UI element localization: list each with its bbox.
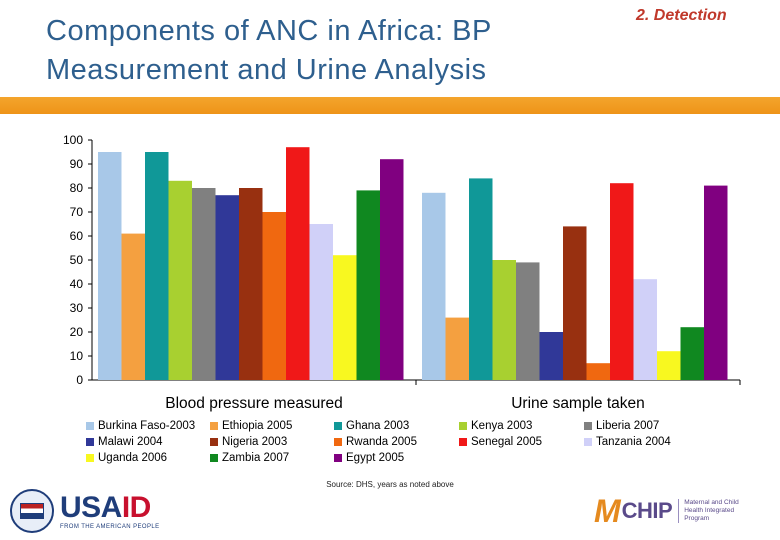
source-note: Source: DHS, years as noted above (326, 480, 454, 489)
legend-swatch (584, 421, 592, 430)
bar (192, 188, 216, 380)
y-tick-label: 100 (63, 133, 83, 147)
legend-item: Egypt 2005 (334, 450, 459, 465)
legend-swatch (334, 421, 342, 430)
legend-swatch (86, 437, 94, 446)
legend-label: Malawi 2004 (98, 435, 163, 448)
mchip-word: CHIP (621, 498, 673, 523)
legend-swatch (459, 421, 467, 430)
legend-label: Uganda 2006 (98, 451, 168, 464)
legend-swatch (210, 453, 218, 462)
title-line-2: Measurement and Urine Analysis (46, 54, 487, 86)
mchip-mark: M (594, 493, 621, 529)
legend-label: Ghana 2003 (346, 419, 410, 432)
bar (121, 233, 145, 380)
legend-label: Nigeria 2003 (222, 435, 288, 448)
bar (704, 185, 728, 380)
legend-label: Rwanda 2005 (346, 435, 417, 448)
bar (333, 255, 357, 380)
legend-swatch (334, 453, 342, 462)
legend-label: Liberia 2007 (596, 419, 660, 432)
chart-legend: Burkina Faso-2003 Ethiopia 2005 Ghana 2003… (86, 418, 726, 465)
usaid-word-id: ID (121, 490, 152, 524)
legend-swatch (210, 437, 218, 446)
legend-item: Rwanda 2005 (334, 434, 459, 449)
y-tick-label: 10 (70, 349, 84, 363)
usaid-seal-icon (10, 489, 54, 533)
legend-label: Egypt 2005 (346, 451, 405, 464)
legend-label: Zambia 2007 (222, 451, 290, 464)
y-tick-label: 60 (70, 229, 84, 243)
legend-item: Nigeria 2003 (210, 434, 334, 449)
legend-swatch (584, 437, 592, 446)
legend-item: Kenya 2003 (459, 418, 584, 433)
bar (98, 152, 122, 380)
bar (168, 180, 192, 380)
usaid-logo: USAID FROM THE AMERICAN PEOPLE (10, 488, 180, 534)
legend-swatch (334, 437, 342, 446)
bar (492, 260, 516, 380)
bar (145, 152, 169, 380)
legend-item: Burkina Faso-2003 (86, 418, 210, 433)
bar (380, 159, 404, 380)
bar (239, 188, 263, 380)
section-tag: 2. Detection (636, 7, 727, 24)
bar (657, 351, 681, 380)
x-category-label: Urine sample taken (511, 395, 645, 412)
y-tick-label: 0 (76, 373, 83, 387)
bar (286, 147, 310, 380)
legend-item: Ethiopia 2005 (210, 418, 334, 433)
mchip-tagline: Maternal and Child Health Integrated Pro… (678, 499, 756, 523)
legend-swatch (210, 421, 218, 430)
bar-chart: 0 10 20 30 40 50 60 70 80 90 100 Blood pressure mea… (63, 133, 741, 412)
accent-rule (0, 97, 780, 114)
bar (610, 183, 634, 380)
bar (309, 224, 333, 380)
legend-label: Senegal 2005 (471, 435, 542, 448)
bar (516, 262, 540, 380)
page-title: Components of ANC in Africa: BP Measurem… (46, 12, 616, 90)
y-tick-label: 90 (70, 157, 84, 171)
bar (469, 178, 493, 380)
y-tick-label: 50 (70, 253, 84, 267)
bar (563, 226, 587, 380)
legend-item: Liberia 2007 (584, 418, 714, 433)
legend-label: Tanzania 2004 (596, 435, 671, 448)
bar (539, 332, 563, 380)
y-tick-label: 40 (70, 277, 84, 291)
bar (422, 192, 446, 380)
legend-label: Burkina Faso-2003 (98, 419, 196, 432)
bar (262, 212, 286, 380)
mchip-logo: M CHIP Maternal and Child Health Integra… (594, 490, 774, 532)
bar (680, 327, 704, 380)
x-category-label: Blood pressure measured (165, 395, 343, 412)
legend-item: Zambia 2007 (210, 450, 334, 465)
legend-item: Tanzania 2004 (584, 434, 714, 449)
legend-item: Ghana 2003 (334, 418, 459, 433)
bar (445, 317, 469, 380)
bar (215, 195, 239, 380)
legend-label: Kenya 2003 (471, 419, 533, 432)
y-tick-label: 70 (70, 205, 84, 219)
title-line-1: Components of ANC in Africa: BP (46, 15, 492, 47)
bar (356, 190, 380, 380)
y-tick-label: 80 (70, 181, 84, 195)
legend-item: Malawi 2004 (86, 434, 210, 449)
y-tick-label: 30 (70, 301, 84, 315)
legend-swatch (459, 437, 467, 446)
legend-item: Uganda 2006 (86, 450, 210, 465)
legend-swatch (86, 421, 94, 430)
legend-swatch (86, 453, 94, 462)
bar (586, 363, 610, 380)
usaid-word-us: USA (60, 490, 122, 524)
bar (633, 279, 657, 380)
y-tick-label: 20 (70, 325, 84, 339)
legend-label: Ethiopia 2005 (222, 419, 293, 432)
usaid-tagline: FROM THE AMERICAN PEOPLE (60, 523, 160, 530)
legend-item: Senegal 2005 (459, 434, 584, 449)
